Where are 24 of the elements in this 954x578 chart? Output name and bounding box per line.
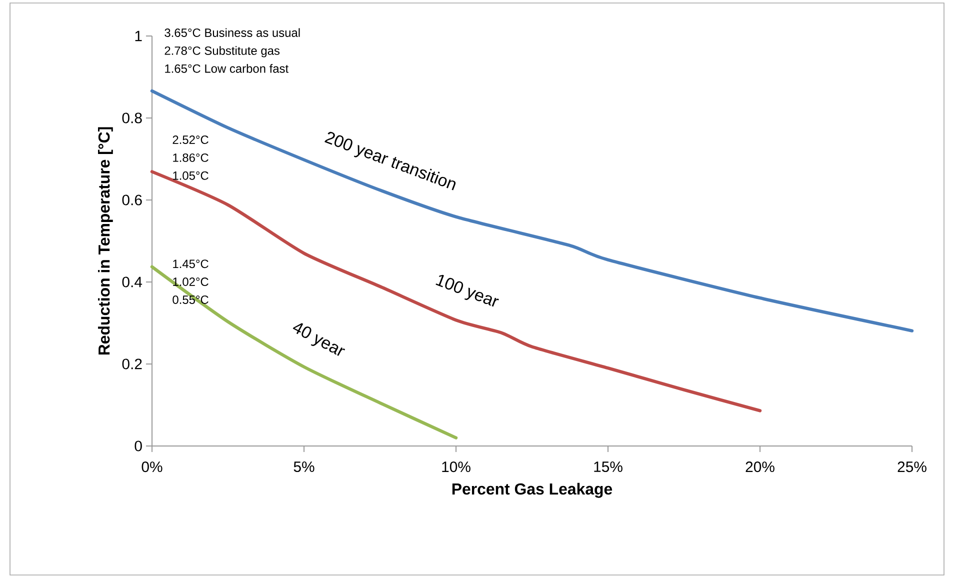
annotation: 2.52°C — [172, 136, 208, 144]
annotation: 1.86°C — [173, 153, 208, 162]
x-tick-label: 5% — [294, 462, 314, 472]
annotation: 1.45°C — [173, 260, 208, 268]
y-tick-label: 0.6 — [122, 194, 142, 206]
annotation: 1.65°C Low carbon fast — [165, 64, 288, 73]
x-tick-label: 25% — [898, 462, 926, 472]
annotation: 2.78°C Substitute gas — [164, 46, 280, 58]
text: 100 year — [436, 274, 499, 307]
x-tick-label: 15% — [594, 462, 622, 472]
x-tick-label: 0% — [142, 462, 162, 472]
y-tick-label: 0 — [134, 440, 142, 452]
y-axis-title: Reduction in Temperature [°C] — [98, 127, 113, 355]
y-tick-label: 1 — [135, 30, 142, 42]
x-axis-title: Percent Gas Leakage — [452, 482, 612, 498]
y-tick-label: 0.2 — [122, 358, 142, 370]
x-tick-label: 20% — [746, 462, 774, 472]
annotation: 1.05°C — [173, 171, 208, 180]
y-tick-label: 0.8 — [122, 112, 142, 124]
y-tick-label: 0.4 — [122, 276, 142, 288]
annotation: 3.65°C Business as usual — [164, 28, 300, 37]
annotation: 1.02°C — [173, 278, 208, 286]
x-tick-label: 10% — [442, 462, 470, 472]
text: 40 year — [292, 323, 346, 356]
